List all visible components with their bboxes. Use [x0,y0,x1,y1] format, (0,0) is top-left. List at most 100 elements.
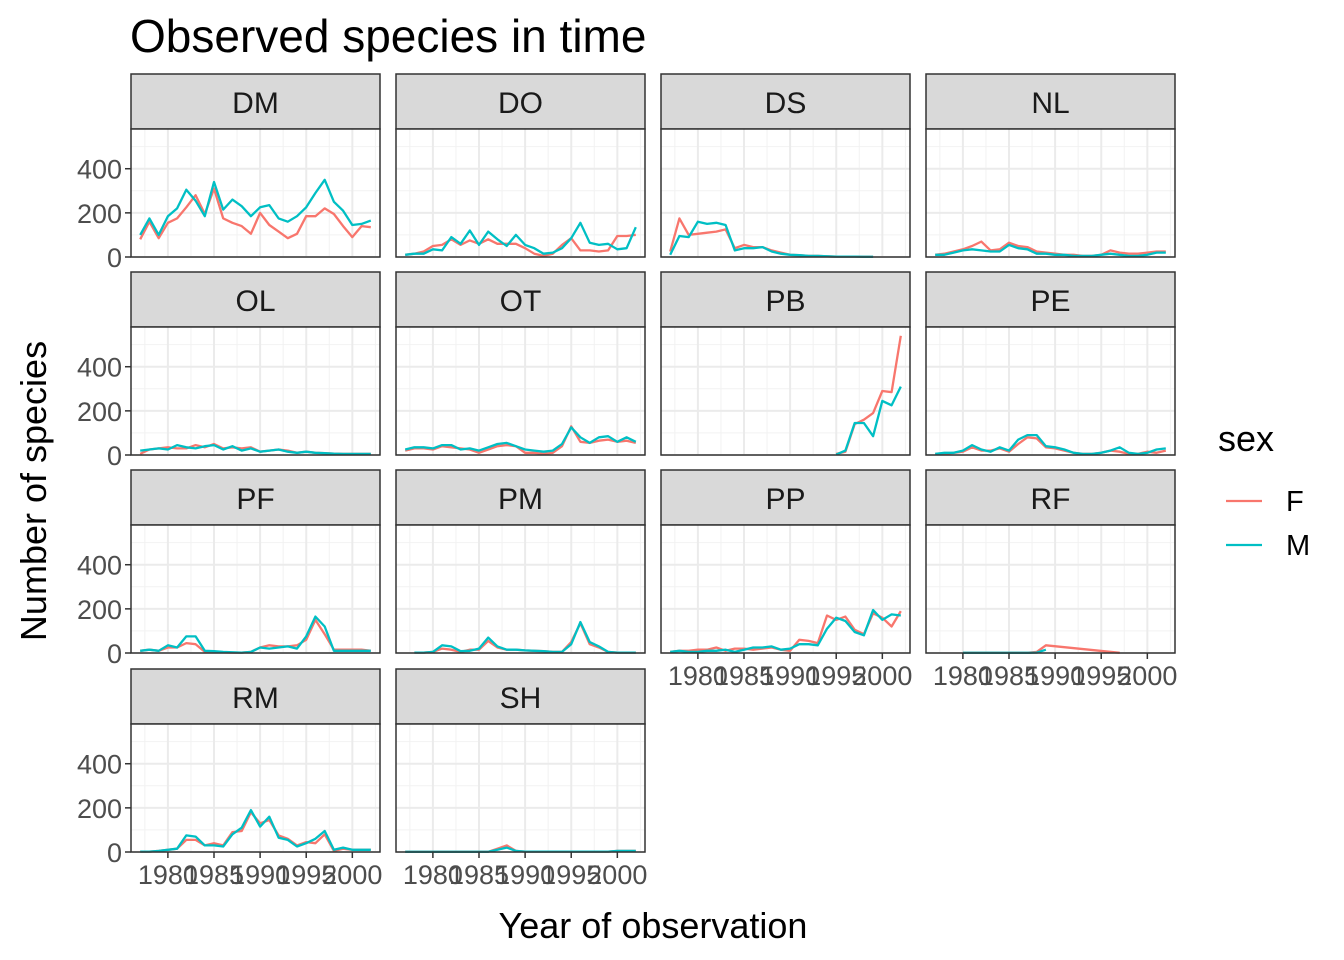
y-tick-label: 200 [77,199,122,229]
panel-border [925,326,1176,456]
x-tick-label: 1980 [138,860,198,890]
facet-strip [130,668,381,725]
plot-background [661,129,910,257]
y-tick-label: 200 [77,595,122,625]
panel-border [925,128,1176,258]
plot-background [396,129,645,257]
minor-gridlines [131,724,380,852]
x-tick-label: 1990 [495,860,555,890]
major-gridlines [131,525,380,654]
facet-panel-ot: OT [395,271,646,456]
panel-border [130,128,381,258]
x-tick-label: 1980 [933,661,993,691]
facet-panel-nl: NL [925,73,1176,258]
series-line-m [835,386,902,456]
plot-background [661,525,910,653]
facet-strip [925,271,1176,328]
minor-gridlines [396,129,645,257]
legend-label: F [1286,486,1304,518]
facet-strip [925,73,1176,130]
facet-strip [130,73,381,130]
major-gridlines [661,327,910,456]
y-tick-label: 400 [77,353,122,383]
x-tick-label: 1985 [449,860,509,890]
minor-gridlines [396,525,645,653]
x-axis-title: Year of observation [499,905,808,946]
x-tick-label: 1995 [541,860,601,890]
facet-panel-pb: PB [660,271,911,456]
x-tick-label: 2000 [587,860,647,890]
y-tick-label: 400 [77,155,122,185]
x-tick-label: 1990 [760,661,820,691]
minor-gridlines [926,327,1175,455]
series-line-m [414,620,636,654]
x-tick-label: 2000 [322,860,382,890]
facet-strip [395,469,646,526]
minor-gridlines [131,327,380,455]
plot-background [396,724,645,852]
minor-gridlines [926,525,1175,653]
panel-border [660,524,911,654]
y-tick-label: 0 [107,243,122,273]
series-line-m [140,443,371,456]
facet-panel-pm: PM [395,469,646,654]
facet-strip-label: PF [236,483,274,516]
plot-background [926,327,1175,455]
facet-panel-pf: PF 0 200 400 [77,469,381,669]
facet-strip-label: RM [232,682,279,715]
minor-gridlines [396,724,645,852]
series-line-m [670,608,901,654]
facet-strip-label: DO [498,87,543,120]
plot-background [131,724,380,852]
facet-strip-label: DS [765,87,807,120]
facet-strip [130,271,381,328]
plot-background [926,129,1175,257]
x-tick-label: 1995 [276,860,336,890]
x-tick-label: 1985 [184,860,244,890]
series-line-m [140,808,371,853]
y-axis-title: Number of species [13,341,54,641]
y-tick-label: 200 [77,794,122,824]
panel-border [130,524,381,654]
facet-strip-label: SH [500,682,542,715]
y-tick-label: 0 [107,441,122,471]
minor-gridlines [661,129,910,257]
facet-strip [395,668,646,725]
minor-gridlines [661,327,910,455]
facet-panel-do: DO [395,73,646,258]
facet-panel-ds: DS [660,73,911,258]
series-line-m [140,615,371,654]
plot-background [396,525,645,653]
panel-border [130,326,381,456]
x-tick-label: 2000 [1117,661,1177,691]
series-line-f [404,425,637,456]
x-tick-label: 1985 [979,661,1039,691]
series-line-f [405,233,636,258]
plot-background [926,525,1175,653]
facet-strip [660,73,911,130]
x-tick-label: 1980 [668,661,728,691]
series-line-m [405,221,637,256]
facet-strip-label: PB [765,285,805,318]
chart-title: Observed species in time [130,10,646,62]
panel-border [395,524,646,654]
panel-border [395,128,646,258]
facet-strip-label: RF [1031,483,1071,516]
facet-strip [130,469,381,526]
minor-gridlines [131,525,380,653]
major-gridlines [131,327,380,456]
facet-strip-label: PP [765,483,805,516]
x-tick-label: 1985 [714,661,774,691]
plot-background [131,327,380,455]
panel-border [395,326,646,456]
facet-strip-label: OT [500,285,542,318]
facet-panel-ol: OL 0 200 400 [77,271,381,471]
series-line-m [935,243,1166,258]
x-tick-label: 1995 [806,661,866,691]
